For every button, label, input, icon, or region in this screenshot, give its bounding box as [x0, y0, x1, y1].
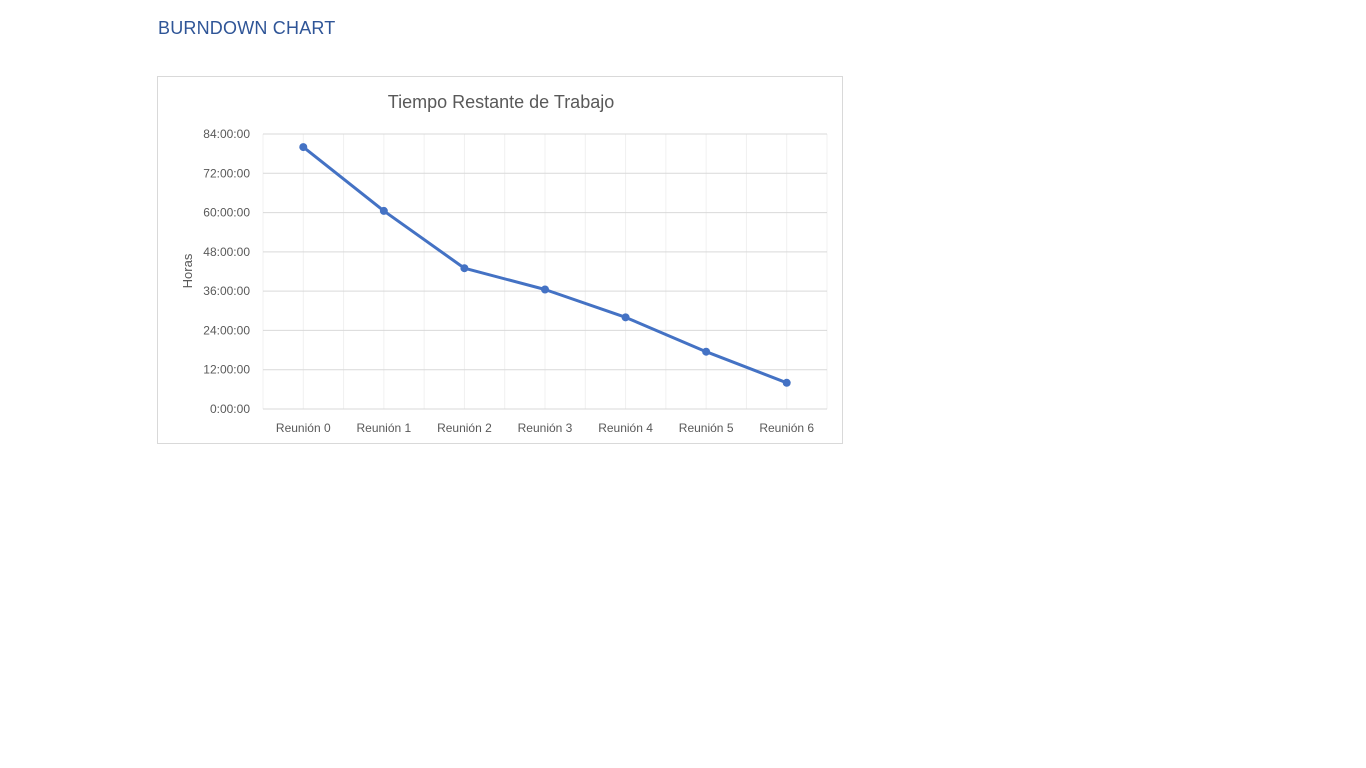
x-tick-label: Reunión 2: [437, 421, 492, 435]
series: [299, 143, 791, 387]
chart-title: Tiempo Restante de Trabajo: [388, 92, 614, 112]
x-tick-label: Reunión 4: [598, 421, 653, 435]
x-tick-label: Reunión 5: [679, 421, 734, 435]
chart-container[interactable]: 0:00:00 12:00:00 24:00:00 36:00:00 48:00:00 6…: [157, 76, 843, 444]
y-tick-label: 0:00:00: [210, 402, 250, 416]
x-tick-label: Reunión 0: [276, 421, 331, 435]
y-tick-label: 36:00:00: [203, 284, 250, 298]
y-tick-label: 48:00:00: [203, 245, 250, 259]
x-tick-label: Reunión 6: [759, 421, 814, 435]
data-point[interactable]: [541, 285, 549, 294]
data-point[interactable]: [702, 347, 711, 356]
y-tick-label: 84:00:00: [203, 127, 250, 141]
y-tick-label: 24:00:00: [203, 323, 250, 337]
y-tick-label: 72:00:00: [203, 166, 250, 180]
data-point[interactable]: [379, 206, 388, 215]
x-tick-label: Reunión 1: [356, 421, 411, 435]
x-tick-label: Reunión 3: [518, 421, 573, 435]
y-tick-label: 60:00:00: [203, 206, 250, 220]
y-axis-label: Horas: [180, 253, 195, 288]
data-point[interactable]: [299, 143, 308, 152]
page-title: BURNDOWN CHART: [158, 18, 336, 38]
data-point[interactable]: [782, 378, 791, 387]
y-tick-label: 12:00:00: [203, 363, 250, 377]
axes: 0:00:00 12:00:00 24:00:00 36:00:00 48:00:00 6…: [203, 127, 827, 435]
data-point[interactable]: [621, 313, 630, 322]
gridlines: [262, 133, 828, 410]
line-chart: 0:00:00 12:00:00 24:00:00 36:00:00 48:00:00 6…: [180, 92, 828, 435]
data-point[interactable]: [460, 264, 469, 273]
